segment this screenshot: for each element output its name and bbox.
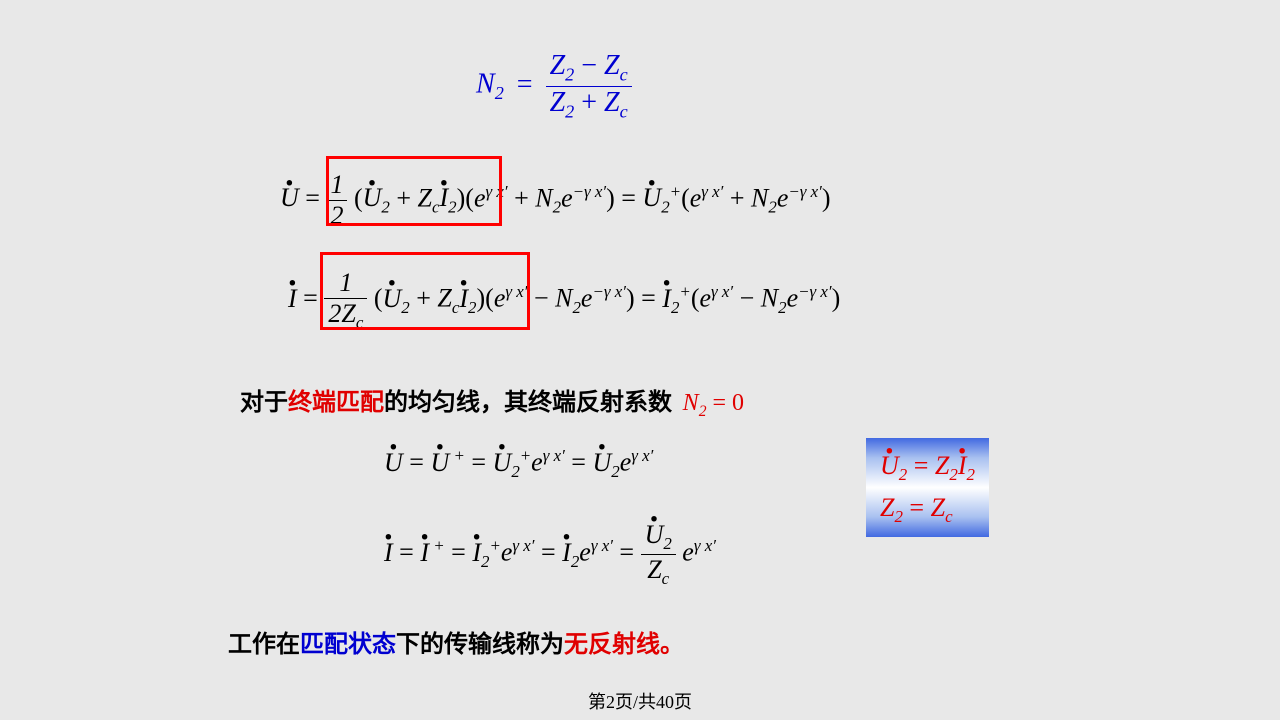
equation-u-simplified: U = U + = U2+eγ x′ = U2eγ x′ bbox=[384, 446, 653, 482]
equation-n2-definition: N2 = Z2 − Zc Z2 + Zc bbox=[476, 50, 632, 122]
page-number: 第2页/共40页 bbox=[588, 688, 692, 714]
highlight-box-eq3 bbox=[320, 252, 530, 330]
eq1-lhs: N bbox=[476, 69, 495, 100]
slide-container: N2 = Z2 − Zc Z2 + Zc U = 12 (U2 + ZcI2)(… bbox=[0, 0, 1280, 720]
condition-line1: U2 = Z2I2 bbox=[880, 446, 975, 488]
text-no-reflection: 工作在匹配状态下的传输线称为无反射线。 bbox=[228, 624, 684, 659]
condition-line2: Z2 = Zc bbox=[880, 488, 975, 530]
text-terminal-match: 对于终端匹配的均匀线，其终端反射系数 N2 = 0 bbox=[240, 382, 744, 421]
highlight-box-eq2 bbox=[326, 156, 502, 226]
equation-i-simplified: I = I + = I2+eγ x′ = I2eγ x′ = U2Zc eγ x… bbox=[384, 520, 716, 589]
condition-box: U2 = Z2I2 Z2 = Zc bbox=[866, 438, 989, 537]
